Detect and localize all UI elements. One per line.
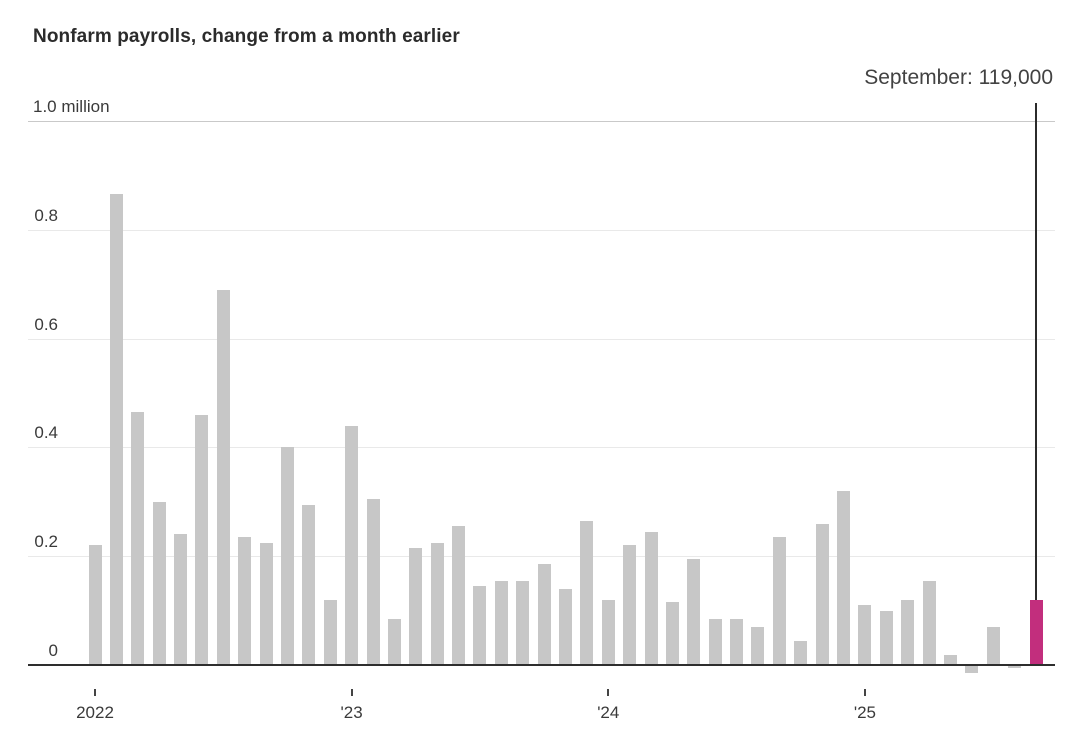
bar-Feb-2024	[623, 545, 637, 665]
x-axis-label-'24: '24	[597, 703, 620, 722]
y-axis-label-1: 1.0 million	[33, 97, 110, 116]
x-axis-baseline	[28, 664, 1055, 666]
bar-Apr-2025	[922, 580, 936, 665]
y-axis-label-0.4: 0.4	[34, 423, 58, 443]
y-axis-label-0: 0	[48, 641, 58, 660]
bar-Jan-2025	[858, 605, 872, 665]
bar-Oct-2023	[537, 564, 551, 665]
bar-Jan-2022	[88, 545, 102, 665]
bar-Aug-2024	[751, 626, 765, 665]
x-axis-label-'25: '25	[853, 703, 876, 722]
x-axis-label-2022: 2022	[76, 703, 114, 722]
y-axis-label-0.8: 0.8	[34, 205, 58, 225]
bar-Apr-2023	[409, 548, 423, 665]
bar-Sep-2025	[1029, 600, 1043, 665]
bar-Aug-2023	[494, 580, 508, 665]
bar-Nov-2022	[302, 504, 316, 665]
x-tick-'24	[607, 689, 610, 696]
x-tick-'23	[350, 689, 353, 696]
gridline-1	[28, 121, 1055, 122]
bar-May-2025	[943, 654, 957, 665]
bar-Sep-2024	[772, 537, 786, 665]
chart-title: Nonfarm payrolls, change from a month ea…	[33, 26, 460, 47]
x-tick-2022	[94, 689, 96, 696]
bar-Mar-2024	[644, 531, 658, 665]
bar-Jul-2022	[216, 289, 230, 665]
bar-Apr-2024	[665, 602, 679, 665]
bar-Jul-2023	[473, 586, 487, 665]
x-axis-label-'23: '23	[340, 703, 363, 722]
bar-May-2024	[687, 558, 701, 665]
x-tick-'25	[863, 689, 866, 696]
bar-Feb-2025	[879, 610, 893, 665]
bar-Apr-2022	[152, 501, 166, 665]
bar-Dec-2023	[580, 520, 594, 665]
bar-Mar-2025	[901, 599, 915, 665]
bar-Sep-2023	[516, 580, 530, 665]
gridline-0.8	[28, 229, 1055, 231]
gridline-0.4	[28, 447, 1055, 449]
bar-Aug-2022	[238, 537, 252, 665]
bar-May-2022	[174, 534, 188, 665]
bar-Nov-2023	[559, 588, 572, 665]
latest-value-annotation: September: 119,000	[864, 66, 1053, 89]
bar-Mar-2023	[387, 618, 401, 665]
bar-Oct-2022	[280, 447, 294, 665]
bar-Dec-2024	[837, 490, 851, 665]
bar-Jul-2024	[730, 618, 744, 665]
gridline-0.2	[28, 556, 1055, 558]
y-axis-label-0.6: 0.6	[34, 314, 58, 334]
bar-Nov-2024	[815, 523, 829, 665]
bar-Jun-2025	[965, 665, 979, 673]
y-axis-label-0.2: 0.2	[34, 532, 58, 552]
bar-Feb-2023	[366, 499, 380, 665]
bar-Jan-2023	[345, 425, 359, 665]
gridline-0.6	[28, 338, 1055, 340]
bar-Jun-2022	[195, 414, 209, 665]
bar-Jun-2023	[452, 526, 466, 665]
bar-Sep-2022	[259, 542, 273, 665]
bar-Jun-2024	[708, 618, 722, 665]
annotation-callout-line	[1035, 103, 1037, 601]
bar-May-2023	[430, 542, 444, 665]
bar-Jul-2025	[986, 626, 1000, 665]
bar-Feb-2022	[109, 194, 123, 665]
bar-Mar-2022	[131, 412, 145, 665]
bar-Dec-2022	[323, 599, 337, 665]
bar-Aug-2025	[1008, 665, 1022, 668]
bar-Oct-2024	[794, 640, 808, 665]
bar-Jan-2024	[601, 599, 615, 665]
